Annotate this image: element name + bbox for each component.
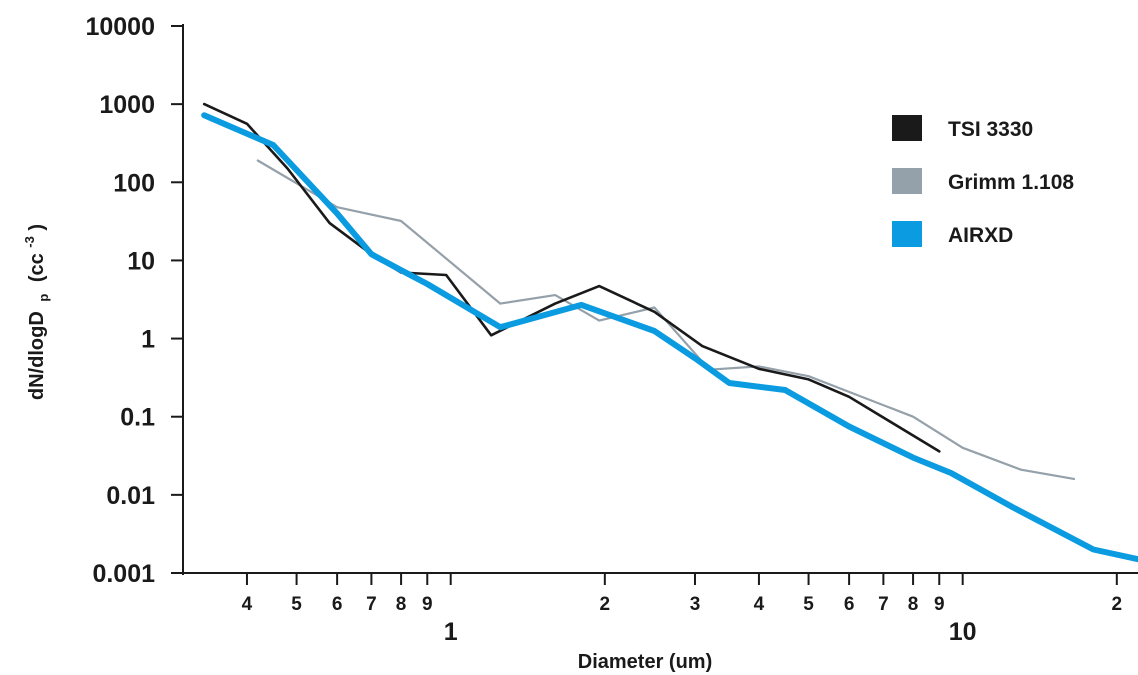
y-tick-label: 0.01 — [106, 482, 155, 510]
legend-label: TSI 3330 — [948, 118, 1033, 141]
y-tick-label: 1000 — [99, 91, 155, 119]
x-minor-tick-label: 9 — [934, 594, 945, 615]
x-minor-tick-label: 5 — [803, 594, 814, 615]
legend-swatch — [892, 168, 922, 194]
y-tick-label: 0.1 — [120, 404, 155, 432]
legend-label: Grimm 1.108 — [948, 171, 1074, 194]
y-tick-label: 10 — [127, 247, 155, 275]
x-minor-tick-label: 4 — [242, 594, 253, 615]
x-minor-tick-label: 6 — [332, 594, 343, 615]
y-axis-title-close: ) — [26, 224, 48, 231]
y-tick-label: 0.001 — [92, 560, 155, 588]
y-tick-label: 1 — [141, 326, 155, 354]
x-minor-tick-label: 4 — [754, 594, 765, 615]
x-minor-tick-label: 7 — [878, 594, 889, 615]
y-tick-label: 10000 — [85, 13, 155, 41]
legend-swatch — [892, 115, 922, 141]
series-layer — [201, 102, 1138, 563]
x-minor-tick-label: 2 — [600, 594, 611, 615]
series-line-tsi-3330 — [202, 102, 941, 453]
legend: TSI 3330 Grimm 1.108 AIRXD — [892, 115, 1074, 247]
y-axis-title: dN/dlogD p (cc -3 ) — [17, 224, 53, 400]
legend-swatch — [892, 221, 922, 247]
x-major-tick-label: 10 — [949, 618, 977, 646]
x-major-tick-label: 1 — [444, 618, 458, 646]
x-minor-tick-label: 8 — [908, 594, 919, 615]
y-axis: 10000 1000 100 10 1 0.1 0.01 0.001 — [85, 13, 184, 588]
series-line-grimm-1-108 — [256, 159, 1076, 480]
x-minor-tick-label: 8 — [396, 594, 407, 615]
y-axis-title-sup: -3 — [22, 236, 37, 248]
x-minor-tick-label: 3 — [690, 594, 701, 615]
x-minor-tick-label: 2 — [1112, 594, 1123, 615]
y-axis-title-sub: p — [36, 294, 51, 302]
x-minor-tick-label: 5 — [291, 594, 302, 615]
x-axis: 4 5 6 7 8 9 2 3 4 5 6 7 8 9 21 10 — [181, 572, 1138, 646]
x-minor-tick-label: 6 — [844, 594, 855, 615]
y-tick-label: 100 — [113, 169, 155, 197]
x-minor-tick-label: 9 — [422, 594, 433, 615]
x-axis-title: Diameter (um) — [578, 651, 712, 673]
y-axis-title-main: dN/dlogD — [26, 311, 48, 400]
legend-label: AIRXD — [948, 224, 1013, 247]
x-minor-tick-label: 7 — [366, 594, 377, 615]
y-axis-title-unit: (cc — [26, 253, 48, 282]
series-line-airxd — [201, 112, 1138, 563]
